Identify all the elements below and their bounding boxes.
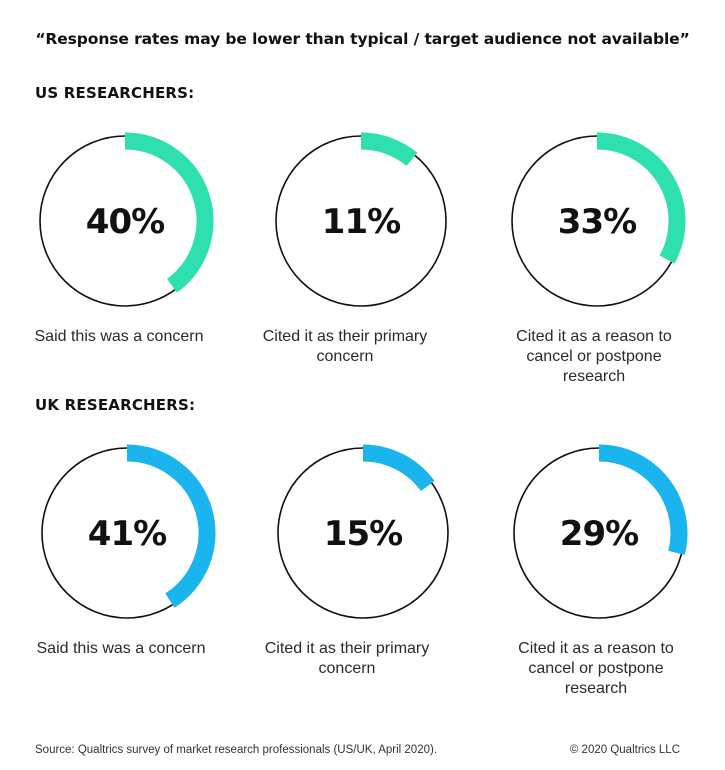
uk-ring-primary-concern: 15%: [277, 444, 449, 619]
uk-section-label: UK RESEARCHERS:: [35, 396, 196, 414]
us-ring-primary-concern: 11%: [275, 132, 447, 307]
uk-ring-value-label-2: 29%: [560, 514, 638, 554]
uk-caption-concern: Said this was a concern: [36, 640, 206, 657]
us-caption-primary-concern: Cited it as their primary concern: [262, 328, 428, 365]
uk-caption-cancel-postpone: Cited it as a reason to cancel or postpo…: [518, 640, 674, 697]
uk-ring-arc-1: [362, 444, 435, 492]
us-ring-arc-2: [596, 132, 686, 264]
us-ring-cancel-postpone: 33%: [511, 132, 686, 307]
uk-ring-concern: 41%: [41, 444, 216, 619]
us-caption-concern: Said this was a concern: [34, 328, 204, 345]
chart-title: “Response rates may be lower than typica…: [35, 30, 690, 48]
us-ring-value-label-2: 33%: [558, 202, 636, 242]
us-ring-value-label-1: 11%: [322, 202, 400, 242]
uk-caption-primary-concern: Cited it as their primary concern: [264, 640, 430, 677]
uk-ring-value-label-1: 15%: [324, 514, 402, 554]
source-note: Source: Qualtrics survey of market resea…: [35, 744, 438, 756]
uk-ring-arc-0: [126, 444, 216, 608]
us-ring-concern: 40%: [39, 132, 214, 307]
uk-ring-cancel-postpone: 29%: [513, 444, 688, 619]
copyright-note: © 2020 Qualtrics LLC: [569, 744, 680, 756]
us-ring-arc-0: [124, 132, 214, 293]
us-ring-arc-1: [360, 132, 418, 167]
us-section-label: US RESEARCHERS:: [35, 84, 195, 102]
us-caption-cancel-postpone: Cited it as a reason to cancel or postpo…: [516, 328, 672, 385]
us-ring-value-label-0: 40%: [86, 202, 164, 242]
uk-ring-value-label-0: 41%: [88, 514, 166, 554]
uk-ring-arc-2: [598, 444, 688, 556]
